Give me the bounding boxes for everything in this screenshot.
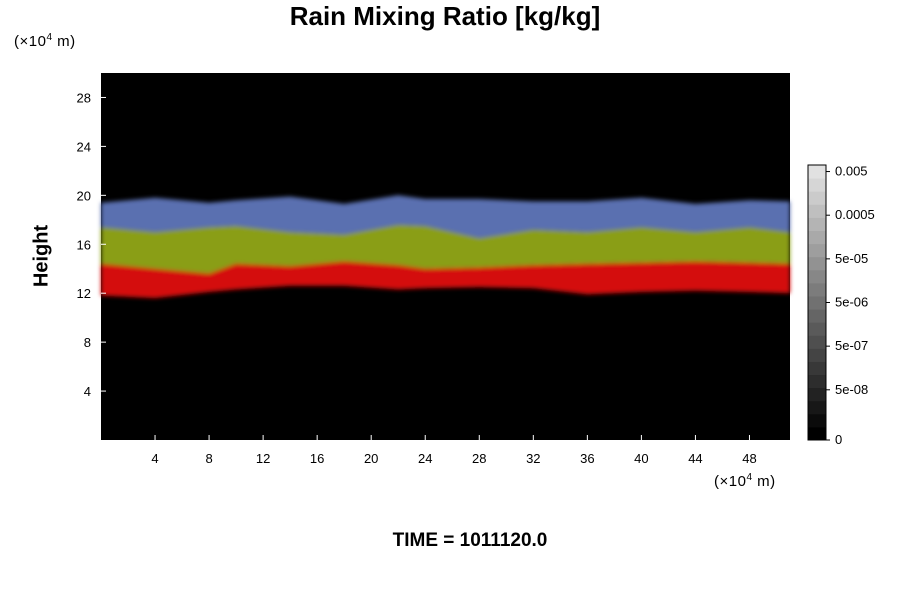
x-tick-label: 4 <box>151 451 158 466</box>
x-tick-label: 12 <box>256 451 270 466</box>
colorbar: 0.005 0.0005 5e-05 5e-06 5e-07 5e-08 0 <box>807 164 875 447</box>
colorbar-segment <box>808 243 826 258</box>
x-unit-suffix: m) <box>752 473 776 490</box>
x-tick-label: 16 <box>310 451 324 466</box>
colorbar-label: 0.0005 <box>835 207 875 222</box>
colorbar-segment <box>808 374 826 389</box>
chart-title: Rain Mixing Ratio [kg/kg] <box>289 1 601 31</box>
y-tick-label: 12 <box>77 286 91 301</box>
y-unit-exponent: 4 <box>46 32 53 43</box>
y-tick-label: 20 <box>77 188 91 203</box>
time-label: TIME = 1011120.0 <box>392 530 548 551</box>
y-tick-label: 8 <box>84 335 91 350</box>
x-unit-prefix: (×10 <box>714 473 747 490</box>
y-tick-label: 24 <box>77 139 91 154</box>
colorbar-segment <box>808 165 826 179</box>
y-unit-prefix: (×10 <box>14 33 47 50</box>
colorbar-label: 5e-07 <box>835 338 868 353</box>
colorbar-segment <box>808 217 826 231</box>
colorbar-label: 5e-06 <box>835 295 868 310</box>
colorbar-segment <box>808 400 826 415</box>
colorbar-label: 0.005 <box>835 164 868 179</box>
colorbar-segment <box>808 322 826 336</box>
colorbar-segment <box>808 348 826 362</box>
colorbar-label: 5e-08 <box>835 382 868 397</box>
colorbar-segment <box>808 230 826 245</box>
colorbar-segment <box>808 361 826 376</box>
colorbar-segment <box>808 178 826 192</box>
band-2 <box>101 195 790 239</box>
colorbar-segment <box>808 269 826 284</box>
colorbar-segment <box>808 256 826 271</box>
y-tick-label: 16 <box>77 237 91 252</box>
colorbar-segment <box>808 413 826 428</box>
colorbar-segment <box>808 204 826 218</box>
x-tick-label: 40 <box>634 451 648 466</box>
colorbar-label: 5e-05 <box>835 251 868 266</box>
y-tick-label: 4 <box>84 384 91 399</box>
colorbar-segment <box>808 387 826 402</box>
band-0 <box>101 261 790 299</box>
x-tick-label: 36 <box>580 451 594 466</box>
x-unit-exponent: 4 <box>746 472 753 483</box>
y-tick-label: 28 <box>77 90 91 105</box>
x-tick-label: 32 <box>526 451 540 466</box>
x-tick-label: 48 <box>742 451 756 466</box>
colorbar-segment <box>808 335 826 349</box>
x-tick-label: 8 <box>205 451 212 466</box>
colorbar-segment <box>808 426 826 441</box>
x-axis-unit: (×104 m) <box>714 472 776 490</box>
colorbar-segment <box>808 191 826 205</box>
colorbar-segment <box>808 309 826 323</box>
y-axis-unit: (×104 m) <box>14 32 76 50</box>
band-1 <box>101 224 790 274</box>
x-axis-ticks: 4 8 12 16 20 24 28 32 36 40 44 48 <box>151 435 757 466</box>
x-tick-label: 20 <box>364 451 378 466</box>
x-tick-label: 24 <box>418 451 432 466</box>
colorbar-segment <box>808 295 826 310</box>
x-tick-label: 28 <box>472 451 486 466</box>
x-tick-label: 44 <box>688 451 702 466</box>
colorbar-label: 0 <box>835 432 842 447</box>
y-axis-ticks: 4 8 12 16 20 24 28 <box>77 90 106 399</box>
colorbar-segment <box>808 282 826 297</box>
data-bands <box>101 195 790 299</box>
y-unit-suffix: m) <box>52 33 76 50</box>
